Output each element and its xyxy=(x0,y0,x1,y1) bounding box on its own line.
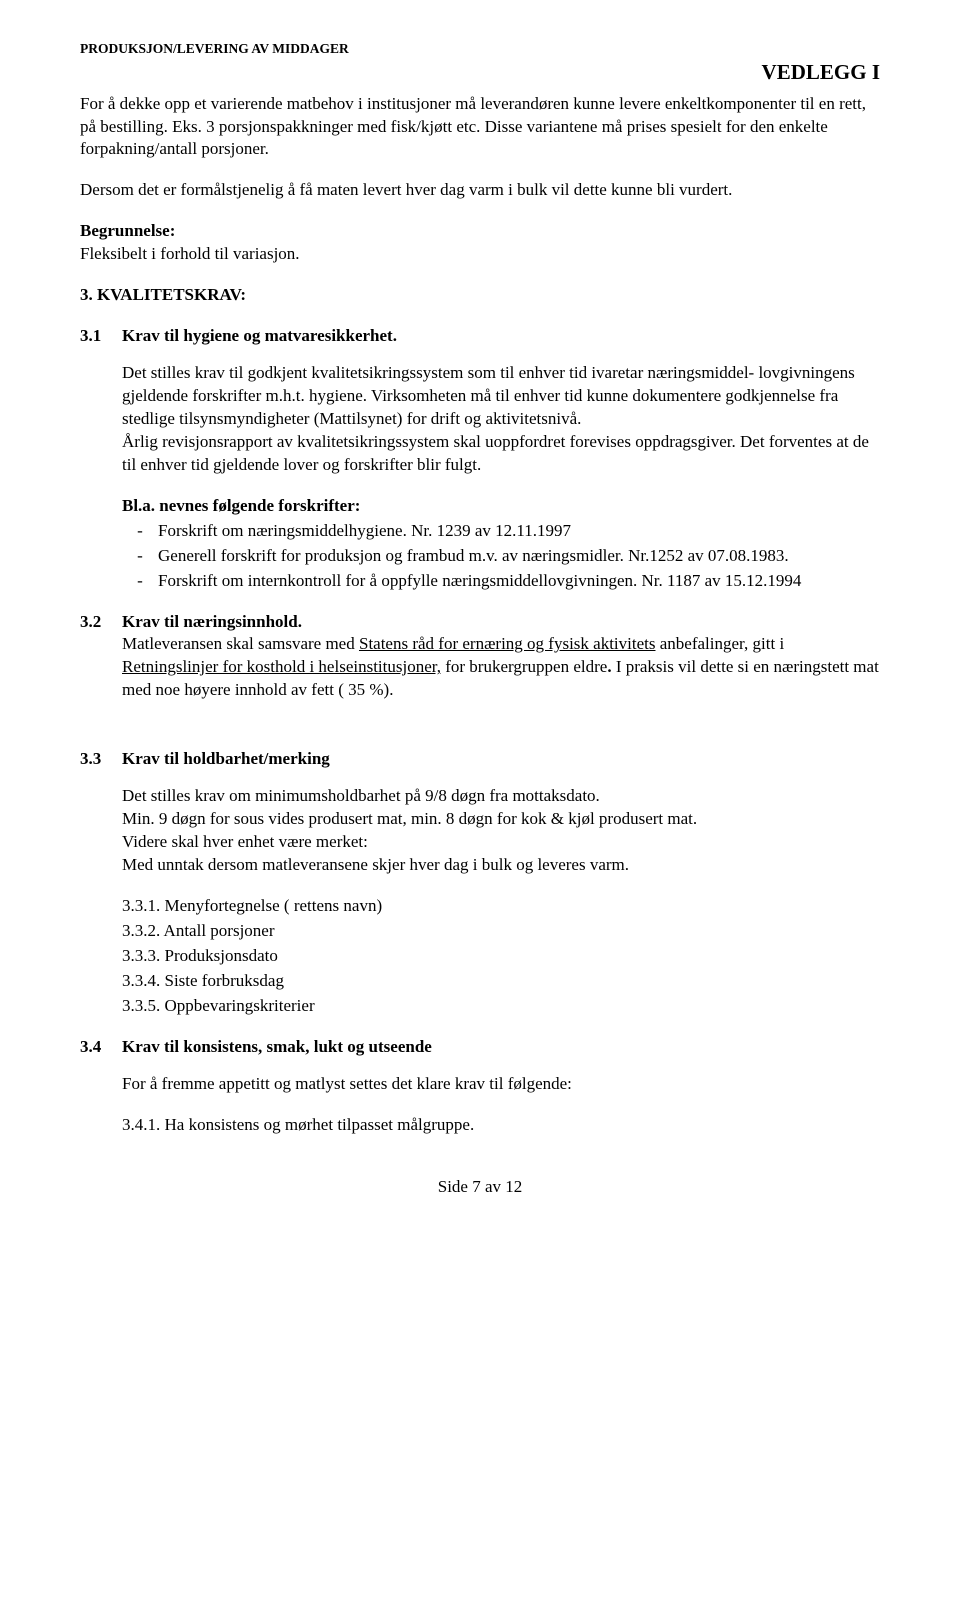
dash-icon: - xyxy=(122,570,158,593)
subsection-title: Krav til holdbarhet/merking xyxy=(122,748,330,771)
subsection-3-1-heading: 3.1 Krav til hygiene og matvaresikkerhet… xyxy=(80,325,880,348)
list-item: 3.3.4. Siste forbruksdag xyxy=(122,970,880,993)
dash-icon: - xyxy=(122,545,158,568)
subsection-3-4-heading: 3.4 Krav til konsistens, smak, lukt og u… xyxy=(80,1036,880,1059)
s33-line-3: Videre skal hver enhet være merket: xyxy=(122,831,880,854)
bullet-text: Generell forskrift for produksjon og fra… xyxy=(158,545,880,568)
page-footer: Side 7 av 12 xyxy=(80,1176,880,1199)
s32-text-c: for brukergruppen eldre xyxy=(441,657,607,676)
s32-text-a: Matleveransen skal samsvare med xyxy=(122,634,359,653)
list-item: - Forskrift om internkontroll for å oppf… xyxy=(122,570,880,593)
s31-paragraph-2: Årlig revisjonsrapport av kvalitetsikrin… xyxy=(122,431,880,477)
subsection-num: 3.3 xyxy=(80,748,122,771)
s32-body: Matleveransen skal samsvare med Statens … xyxy=(122,633,880,702)
s33-body: Det stilles krav om minimumsholdbarhet p… xyxy=(122,785,880,877)
s32-underline-1: Statens råd for ernæring og fysisk aktiv… xyxy=(359,634,656,653)
bullet-text: Forskrift om internkontroll for å oppfyl… xyxy=(158,570,880,593)
subsection-num: 3.2 xyxy=(80,611,122,634)
list-item: 3.3.1. Menyfortegnelse ( rettens navn) xyxy=(122,895,880,918)
s32-underline-2: Retningslinjer for kosthold i helseinsti… xyxy=(122,657,441,676)
bullet-text: Forskrift om næringsmiddelhygiene. Nr. 1… xyxy=(158,520,880,543)
subsection-title: Krav til hygiene og matvaresikkerhet. xyxy=(122,325,397,348)
list-item: 3.3.5. Oppbevaringskriterier xyxy=(122,995,880,1018)
list-item: 3.3.3. Produksjonsdato xyxy=(122,945,880,968)
subsection-title: Krav til næringsinnhold. xyxy=(122,611,302,634)
list-item: - Forskrift om næringsmiddelhygiene. Nr.… xyxy=(122,520,880,543)
s33-numbered-list: 3.3.1. Menyfortegnelse ( rettens navn) 3… xyxy=(122,895,880,1018)
s34-item: 3.4.1. Ha konsistens og mørhet tilpasset… xyxy=(122,1114,880,1137)
s34-paragraph: For å fremme appetitt og matlyst settes … xyxy=(122,1073,880,1096)
subsection-num: 3.1 xyxy=(80,325,122,348)
header-left: PRODUKSJON/LEVERING AV MIDDAGER xyxy=(80,40,880,58)
list-item: 3.3.2. Antall porsjoner xyxy=(122,920,880,943)
s32-text-b: anbefalinger, gitt i xyxy=(656,634,785,653)
s33-line-2: Min. 9 døgn for sous vides produsert mat… xyxy=(122,808,880,831)
subsection-3-3-heading: 3.3 Krav til holdbarhet/merking xyxy=(80,748,880,771)
begrunnelse-label: Begrunnelse: xyxy=(80,220,880,243)
begrunnelse-text: Fleksibelt i forhold til variasjon. xyxy=(80,243,880,266)
subsection-title: Krav til konsistens, smak, lukt og utsee… xyxy=(122,1036,432,1059)
begrunnelse-block: Begrunnelse: Fleksibelt i forhold til va… xyxy=(80,220,880,266)
s31-paragraph-1: Det stilles krav til godkjent kvalitetsi… xyxy=(122,362,880,431)
subsection-num: 3.4 xyxy=(80,1036,122,1059)
s33-line-1: Det stilles krav om minimumsholdbarhet p… xyxy=(122,785,880,808)
subsection-3-2-heading: 3.2 Krav til næringsinnhold. xyxy=(80,611,880,634)
section-3-heading: 3. KVALITETSKRAV: xyxy=(80,284,880,307)
s33-line-4: Med unntak dersom matleveransene skjer h… xyxy=(122,854,880,877)
header-right-vedlegg: VEDLEGG I xyxy=(80,58,880,86)
dash-icon: - xyxy=(122,520,158,543)
s31-bl-heading: Bl.a. nevnes følgende forskrifter: xyxy=(122,496,360,515)
intro-paragraph-1: For å dekke opp et varierende matbehov i… xyxy=(80,93,880,162)
intro-paragraph-2: Dersom det er formålstjenelig å få maten… xyxy=(80,179,880,202)
s31-bullet-list: - Forskrift om næringsmiddelhygiene. Nr.… xyxy=(122,520,880,593)
list-item: - Generell forskrift for produksjon og f… xyxy=(122,545,880,568)
